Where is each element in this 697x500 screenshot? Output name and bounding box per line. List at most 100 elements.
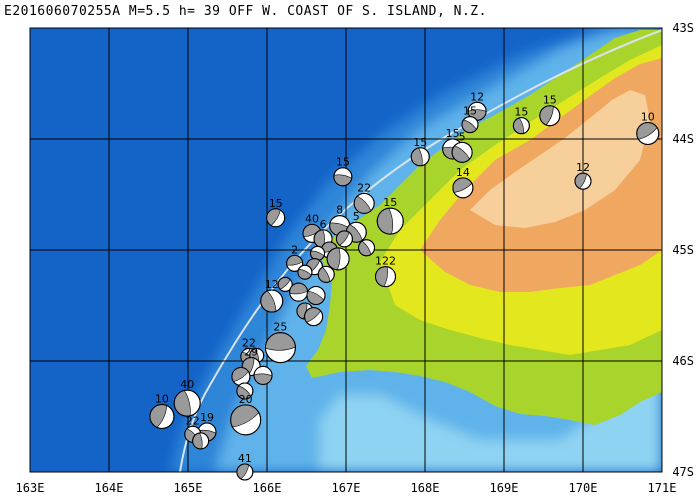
depth-label: 22 (357, 181, 371, 194)
beachball-outline (236, 382, 254, 400)
axis-tick-labels: 163E 164E 165E 166E 167E 168E 169E 170E 171E 43S 4… (16, 21, 694, 495)
beachball-outline (326, 247, 350, 271)
focal-mechanism-beachball (297, 264, 313, 280)
depth-label: 15 (383, 196, 397, 209)
beachball-outline (574, 172, 592, 190)
depth-label: 15 (336, 156, 350, 169)
focal-mechanism-beachball (304, 307, 324, 327)
depth-label: 15 (463, 105, 477, 118)
x-tick-label: 164E (95, 481, 124, 495)
map-frame (29, 27, 663, 473)
y-tick-label: 46S (672, 354, 694, 368)
beachball-outline (410, 147, 430, 167)
depth-label: 19 (200, 411, 214, 424)
depth-label: 8 (336, 204, 343, 217)
focal-mechanism-beachball (358, 239, 376, 257)
depth-label: 12 (576, 161, 590, 174)
focal-mechanism-beachball (192, 432, 210, 450)
x-tick-label: 171E (648, 481, 677, 495)
beachball-outline (304, 307, 324, 327)
focal-mechanism-beachball: 12 (260, 278, 284, 313)
x-tick-label: 167E (332, 481, 361, 495)
focal-mechanism-beachball (289, 282, 309, 302)
shallow-water-area (320, 380, 662, 472)
focal-mechanism-beachball: 15 (461, 105, 479, 134)
depth-label: 10 (155, 393, 169, 406)
beachball-outline (358, 239, 376, 257)
focal-mechanism-beachball (317, 265, 335, 283)
focal-mechanism-beachball: 5 (451, 130, 473, 163)
beachball-outline (317, 265, 335, 283)
beachball-outline (266, 208, 286, 228)
focal-mechanism-beachball: 22 (353, 181, 375, 214)
beachball-outline (512, 117, 530, 135)
depth-label: 15 (413, 136, 427, 149)
depth-label: 15 (543, 94, 557, 107)
beachball-outline (277, 276, 293, 292)
depth-label: 41 (238, 452, 252, 465)
beachball-outline (306, 286, 326, 306)
depth-label: 25 (273, 321, 287, 334)
focal-mechanism-beachball: 15 (410, 136, 430, 167)
focal-mechanism-beachball: 20 (230, 393, 262, 436)
depth-label: 15 (514, 106, 528, 119)
beachball-outline (236, 463, 254, 481)
x-tick-label: 168E (411, 481, 440, 495)
depth-label: 5 (353, 210, 360, 223)
beachball-outline (260, 289, 284, 313)
focal-mechanism-beachball: 12 (574, 161, 592, 190)
map-title: E201606070255A M=5.5 h= 39 OFF W. COAST … (4, 4, 487, 19)
beachball-outline (286, 254, 304, 272)
depth-label: 10 (641, 110, 655, 123)
y-tick-label: 47S (672, 465, 694, 479)
beachball-outline (375, 266, 396, 288)
depth-label: 40 (180, 378, 194, 391)
beachball-outline (333, 167, 353, 187)
depth-label: 22 (242, 337, 256, 350)
y-tick-label: 45S (672, 243, 694, 257)
lat-lon-grid (30, 28, 662, 472)
focal-mechanism-beachball: 15 (376, 196, 404, 235)
beachball-outline (297, 264, 313, 280)
depth-label: 6 (320, 218, 327, 231)
depth-label: 2 (291, 243, 298, 256)
focal-mechanism-beachball: 15 (266, 197, 286, 228)
focal-mechanism-beachball: 25 (264, 321, 296, 364)
depth-label: 12 (265, 278, 279, 291)
beachball-outline (173, 389, 201, 417)
focal-mechanism-beachball: 10 (636, 110, 660, 145)
focal-mechanism-beachball (310, 245, 326, 261)
depth-label: 29 (244, 346, 258, 359)
focal-mechanism-beachball: 15 (333, 156, 353, 187)
x-tick-label: 170E (569, 481, 598, 495)
beachball-outline (461, 116, 479, 134)
beachball-outline (353, 192, 375, 214)
beachball-outline (636, 121, 660, 145)
depth-label: 15 (269, 197, 283, 210)
focal-mechanism-beachball (306, 286, 326, 306)
depth-label: 20 (239, 393, 253, 406)
mountain-peak-terrain (470, 90, 650, 228)
focal-mechanism-beachball: 15 (539, 94, 561, 127)
depth-label: 15 (446, 127, 460, 140)
x-tick-label: 165E (174, 481, 203, 495)
focal-mechanism-beachball: 2 (286, 243, 304, 272)
focal-mechanism-beachball: 40 (173, 378, 201, 417)
beachball-outline (192, 432, 210, 450)
focal-mechanism-beachball (253, 365, 273, 385)
focal-mechanism-beachball (277, 276, 293, 292)
focal-mechanism-beachball (326, 247, 350, 271)
beachball-outline (376, 207, 404, 235)
depth-label: 40 (305, 212, 319, 225)
beachball-outline (149, 404, 175, 429)
focal-mechanism-beachball: 14 (452, 166, 474, 199)
depth-label: 12 (470, 90, 484, 103)
x-tick-label: 169E (490, 481, 519, 495)
beachball-outline (264, 332, 296, 364)
focal-mechanism-beachball (231, 367, 251, 387)
focal-mechanism-beachball: 41 (236, 452, 254, 481)
x-tick-label: 166E (253, 481, 282, 495)
beachball-outline (230, 404, 262, 436)
